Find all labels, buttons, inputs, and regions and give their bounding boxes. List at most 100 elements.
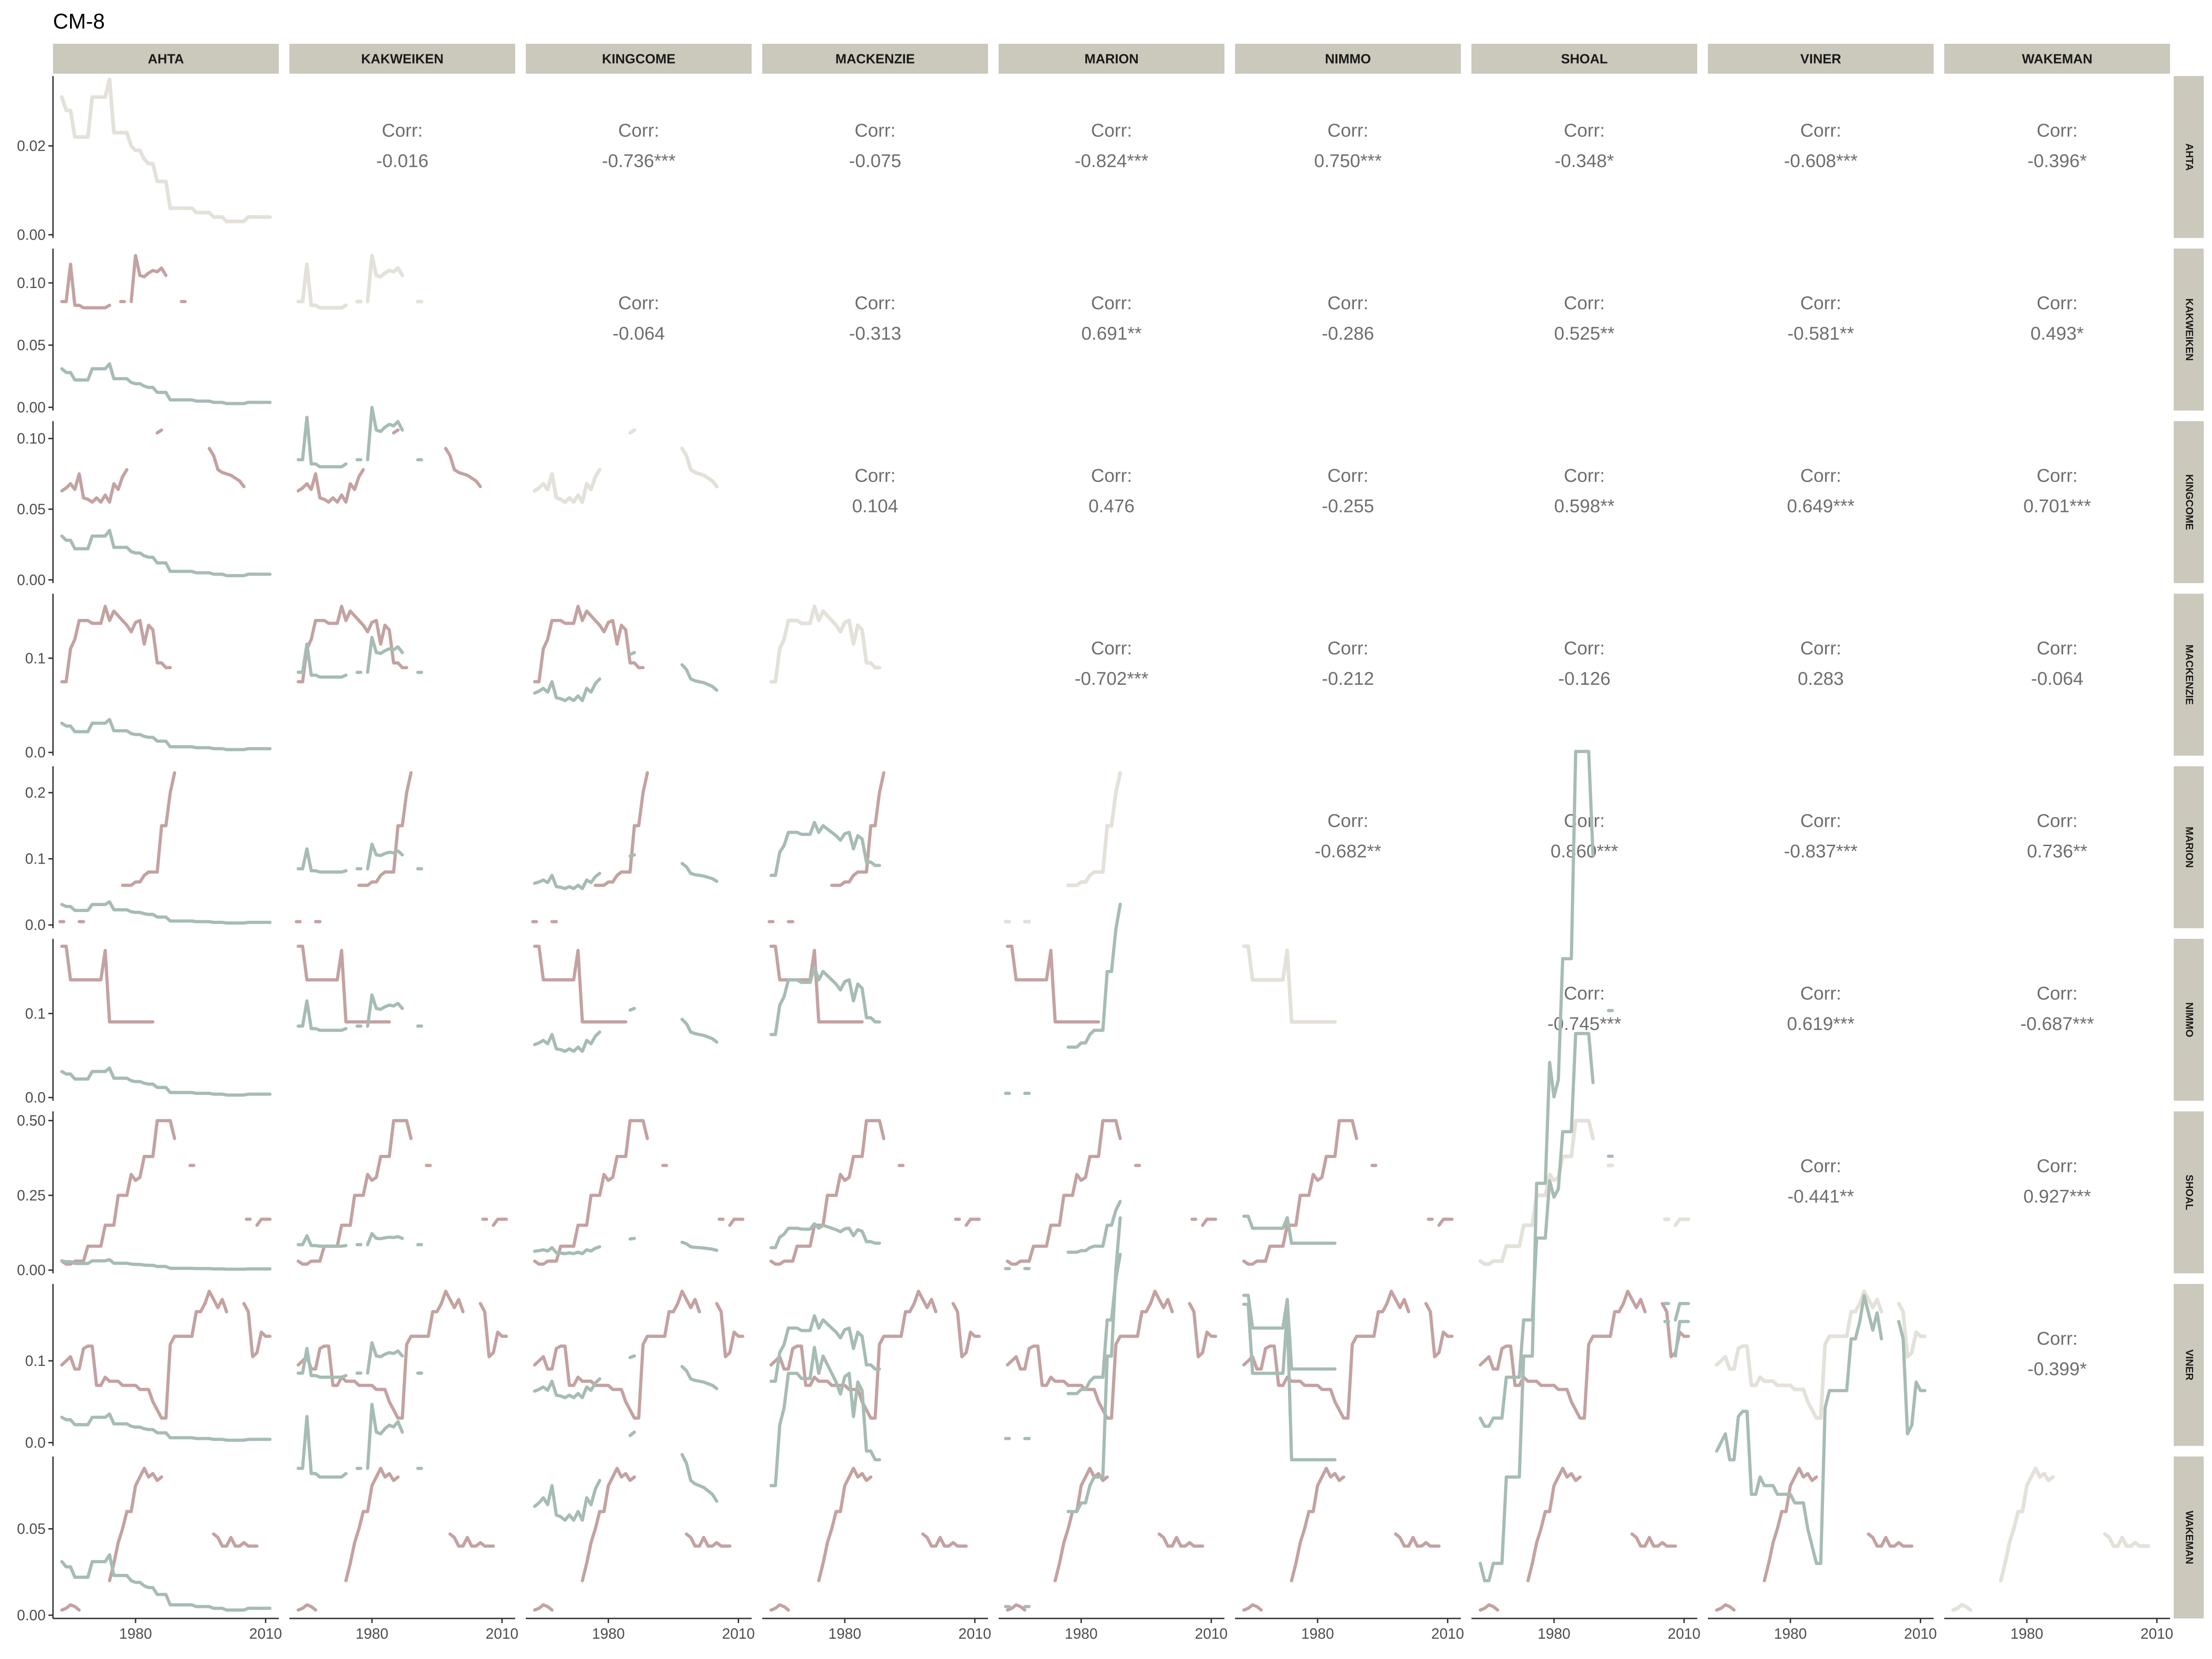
y-tick-label: 0.0 bbox=[25, 1089, 46, 1106]
row-series-line bbox=[296, 468, 365, 504]
diagonal-series-line bbox=[1715, 1289, 1883, 1420]
corr-value: -0.348* bbox=[1555, 151, 1614, 171]
panel-nimmo-kakweiken bbox=[296, 944, 424, 1032]
row-series-line bbox=[1478, 1603, 1500, 1612]
row-series-line bbox=[207, 447, 246, 488]
corr-value: -0.441** bbox=[1788, 1186, 1854, 1206]
column-series-line bbox=[366, 635, 404, 674]
corr-value: -0.687*** bbox=[2020, 1014, 2094, 1034]
corr-label: Corr: bbox=[1800, 983, 1841, 1004]
panel-shoal-marion bbox=[1004, 1119, 1218, 1271]
corr-label: Corr: bbox=[1328, 466, 1369, 486]
panel-ahta-ahta bbox=[60, 77, 272, 224]
y-tick-label: 0.00 bbox=[17, 1607, 46, 1624]
row-strip-label: AHTA bbox=[2184, 143, 2195, 171]
corr-label: Corr: bbox=[2037, 983, 2078, 1004]
corr-label: Corr: bbox=[1091, 466, 1132, 486]
row-series-line bbox=[533, 1603, 554, 1612]
corr-value: 0.619*** bbox=[1787, 1014, 1855, 1034]
column-series-line bbox=[533, 871, 601, 890]
x-tick-label: 2010 bbox=[722, 1625, 755, 1642]
column-series-line bbox=[296, 999, 348, 1032]
corr-value: 0.691** bbox=[1081, 324, 1141, 344]
row-series-line bbox=[492, 1218, 508, 1227]
corr-value: -0.075 bbox=[849, 151, 901, 171]
y-tick-label: 0.10 bbox=[17, 275, 46, 291]
column-series-line bbox=[296, 1347, 348, 1379]
row-strip bbox=[2174, 248, 2204, 411]
corr-value: -0.064 bbox=[612, 324, 665, 344]
corr-value: -0.313 bbox=[849, 324, 901, 344]
corr-value: 0.736** bbox=[2027, 841, 2087, 862]
row-series-line bbox=[60, 468, 129, 504]
column-strip bbox=[53, 44, 279, 74]
panel-ahta-viner: Corr: -0.608*** bbox=[1784, 121, 1858, 171]
corr-label: Corr: bbox=[2037, 121, 2078, 141]
row-series-line bbox=[1394, 1532, 1441, 1548]
corr-label: Corr: bbox=[1091, 293, 1132, 313]
corr-value: 0.476 bbox=[1088, 496, 1135, 517]
panel-kingcome-nimmo: Corr: -0.255 bbox=[1322, 466, 1374, 517]
column-series-line bbox=[769, 821, 881, 877]
panel-viner-kakweiken bbox=[296, 1289, 508, 1420]
row-series-line bbox=[1478, 1289, 1647, 1420]
row-series-line bbox=[1437, 1218, 1454, 1227]
row-series-line bbox=[60, 944, 155, 1024]
panel-mackenzie-ahta bbox=[60, 605, 272, 752]
row-strip bbox=[2174, 76, 2204, 238]
y-tick-label: 0.10 bbox=[17, 430, 46, 447]
corr-label: Corr: bbox=[382, 121, 423, 141]
column-series-line bbox=[60, 1412, 272, 1442]
row-series-line bbox=[296, 944, 391, 1024]
corr-label: Corr: bbox=[2037, 1329, 2078, 1349]
row-series-line bbox=[1006, 1289, 1174, 1420]
corr-label: Corr: bbox=[1328, 811, 1369, 831]
panel-shoal-nimmo bbox=[1242, 1119, 1454, 1266]
row-strip-label: MACKENZIE bbox=[2184, 645, 2195, 705]
y-tick-label: 0.25 bbox=[17, 1187, 46, 1204]
panel-wakeman-ahta bbox=[60, 1466, 272, 1612]
column-series-line bbox=[628, 651, 636, 656]
corr-value: 0.598** bbox=[1554, 496, 1614, 517]
diagonal-series-line bbox=[680, 447, 719, 488]
row-series-line bbox=[817, 1466, 873, 1583]
y-tick-label: 0.05 bbox=[17, 501, 46, 518]
row-series-line bbox=[344, 1466, 400, 1583]
corr-value: 0.525** bbox=[1554, 324, 1614, 344]
corr-label: Corr: bbox=[618, 293, 659, 313]
column-series-line bbox=[628, 1430, 636, 1437]
panel-nimmo-nimmo bbox=[1242, 944, 1337, 1024]
panel-wakeman-marion bbox=[1004, 1216, 1205, 1612]
panel-shoal-mackenzie bbox=[769, 1119, 981, 1266]
column-series-line bbox=[680, 1018, 718, 1044]
panel-wakeman-wakeman bbox=[1951, 1466, 2150, 1612]
column-series-line bbox=[680, 1241, 718, 1252]
column-strip bbox=[1708, 44, 1934, 74]
row-series-line bbox=[1242, 1289, 1411, 1420]
column-strip bbox=[289, 44, 515, 74]
y-tick-label: 0.00 bbox=[17, 1262, 46, 1278]
panel-shoal-viner: Corr: -0.441** bbox=[1788, 1156, 1854, 1206]
column-series-line bbox=[680, 1365, 718, 1390]
diagonal-series-line bbox=[628, 428, 636, 435]
panel-kingcome-viner: Corr: 0.649*** bbox=[1787, 466, 1855, 517]
row-series-line bbox=[129, 254, 168, 303]
corr-value: 0.104 bbox=[852, 496, 898, 517]
y-tick-label: 0.1 bbox=[25, 851, 46, 867]
column-series-line bbox=[1066, 1200, 1122, 1254]
row-strip-label: WAKEMAN bbox=[2184, 1511, 2195, 1564]
corr-value: -0.016 bbox=[376, 151, 428, 171]
row-series-line bbox=[296, 1603, 318, 1612]
column-series-line bbox=[680, 862, 718, 883]
x-tick-label: 1980 bbox=[356, 1625, 388, 1642]
column-series-line bbox=[296, 642, 348, 679]
corr-label: Corr: bbox=[1800, 466, 1841, 486]
panel-kakweiken-shoal: Corr: 0.525** bbox=[1554, 293, 1614, 344]
y-tick-label: 0.02 bbox=[17, 138, 46, 154]
corr-label: Corr: bbox=[1091, 638, 1132, 659]
row-series-line bbox=[1242, 1119, 1359, 1266]
panel-viner-kingcome bbox=[533, 1289, 745, 1420]
panel-kakweiken-mackenzie: Corr: -0.313 bbox=[849, 293, 901, 344]
column-strip-label: VINER bbox=[1800, 52, 1841, 67]
diagonal-series-line bbox=[1951, 1603, 1972, 1612]
